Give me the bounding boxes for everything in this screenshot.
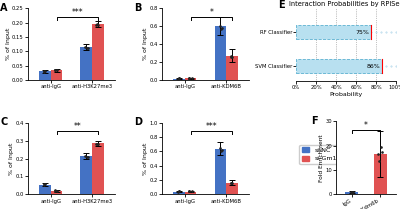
Y-axis label: % of Input: % of Input <box>143 28 148 60</box>
Text: A: A <box>0 3 8 13</box>
Text: C: C <box>0 117 8 127</box>
Bar <box>80 156 92 194</box>
Bar <box>92 24 104 80</box>
Legend: si-NC, si-Gm15222: si-NC, si-Gm15222 <box>299 145 355 164</box>
Bar <box>374 154 387 194</box>
Text: 75%: 75% <box>355 30 369 35</box>
Y-axis label: % of Input: % of Input <box>6 28 11 60</box>
Bar <box>39 185 51 194</box>
Bar <box>173 79 185 80</box>
Bar <box>51 70 62 80</box>
Y-axis label: % of Input: % of Input <box>143 142 148 175</box>
Bar <box>80 47 92 80</box>
Bar <box>51 191 62 194</box>
Text: B: B <box>134 3 142 13</box>
Bar <box>185 191 196 194</box>
Text: D: D <box>134 117 142 127</box>
Bar <box>173 191 185 194</box>
Text: *: * <box>209 8 213 17</box>
Bar <box>296 25 371 39</box>
Bar <box>226 56 238 80</box>
Bar <box>214 149 226 194</box>
Y-axis label: Fold Enrichment: Fold Enrichment <box>319 134 324 182</box>
X-axis label: Probability: Probability <box>330 92 363 97</box>
Bar <box>226 183 238 194</box>
Text: ***: *** <box>206 122 217 131</box>
Bar <box>296 59 382 73</box>
Text: 86%: 86% <box>366 64 380 69</box>
Bar <box>214 26 226 80</box>
Title: Interaction Probabilities by RPISeq: Interaction Probabilities by RPISeq <box>289 1 400 6</box>
Text: F: F <box>311 116 318 126</box>
Text: *: * <box>364 121 368 130</box>
Text: ***: *** <box>71 8 83 17</box>
Bar <box>345 192 358 194</box>
Bar <box>92 143 104 194</box>
Bar <box>185 78 196 80</box>
Bar <box>39 71 51 80</box>
Text: **: ** <box>73 122 81 131</box>
Y-axis label: % of Input: % of Input <box>9 142 14 175</box>
Text: E: E <box>278 0 285 10</box>
